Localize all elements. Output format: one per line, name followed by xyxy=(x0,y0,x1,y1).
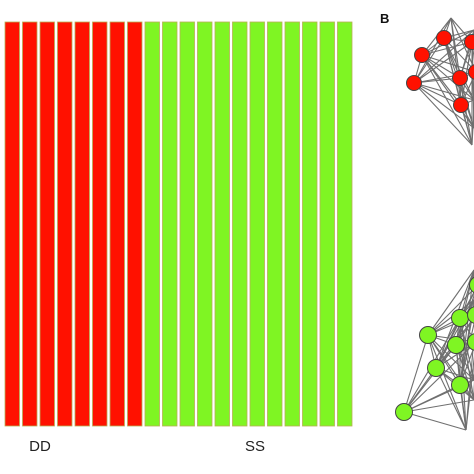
red-edge xyxy=(421,54,474,129)
red-edge xyxy=(413,17,452,84)
bar-dd-8 xyxy=(127,21,143,427)
red-edge xyxy=(413,41,473,84)
bar-dd-1 xyxy=(4,21,20,427)
green-node-1 xyxy=(469,276,474,294)
network-diagram xyxy=(395,17,474,431)
red-edge xyxy=(459,77,473,146)
bar-ss-18 xyxy=(302,21,318,427)
bar-dd-4 xyxy=(57,21,73,427)
red-node-1 xyxy=(414,47,430,63)
red-edge xyxy=(471,98,474,146)
bar-ss-12 xyxy=(197,21,213,427)
green-edge xyxy=(403,411,467,431)
bar-ss-17 xyxy=(284,21,300,427)
bar-ss-15 xyxy=(249,21,265,427)
green-edge xyxy=(427,334,467,431)
green-node-4 xyxy=(419,326,437,344)
bar-ss-16 xyxy=(267,21,283,427)
panel-b-label: B xyxy=(380,11,390,26)
green-node-2 xyxy=(451,309,469,327)
red-node-7 xyxy=(453,97,469,113)
green-edge xyxy=(465,354,474,431)
green-node-6 xyxy=(467,333,474,351)
bar-ss-14 xyxy=(232,21,248,427)
bar-ss-13 xyxy=(214,21,230,427)
red-node-2 xyxy=(436,30,452,46)
green-node-8 xyxy=(451,376,469,394)
green-node-7 xyxy=(427,359,445,377)
green-edge xyxy=(403,399,474,413)
green-edge xyxy=(403,367,437,413)
red-node-5 xyxy=(468,64,474,80)
green-edge xyxy=(427,299,474,336)
bar-ss-11 xyxy=(179,21,195,427)
red-node-4 xyxy=(452,70,468,86)
bar-dd-3 xyxy=(39,21,55,427)
red-node-6 xyxy=(406,75,422,91)
bar-dd-6 xyxy=(92,21,108,427)
red-node-3 xyxy=(464,34,474,50)
red-edge xyxy=(413,82,474,101)
green-edge xyxy=(427,334,474,381)
green-edge xyxy=(435,367,467,431)
green-edge xyxy=(403,334,429,413)
red-edge xyxy=(421,54,473,146)
green-node-9 xyxy=(395,403,413,421)
red-edge xyxy=(450,17,474,69)
bar-ss-19 xyxy=(319,21,335,427)
red-edge xyxy=(413,82,474,129)
green-node-5 xyxy=(447,336,465,354)
bar-ss-10 xyxy=(162,21,178,427)
bar-dd-7 xyxy=(109,21,125,427)
bar-chart xyxy=(4,21,353,427)
green-node-3 xyxy=(467,306,474,324)
green-edge xyxy=(427,288,474,336)
group-label-dd: DD xyxy=(29,438,51,455)
bar-ss-9 xyxy=(144,21,160,427)
red-edge xyxy=(413,82,462,106)
green-edge xyxy=(435,299,474,369)
red-edge xyxy=(450,17,462,106)
red-edge xyxy=(413,82,473,146)
group-label-ss: SS xyxy=(244,438,266,455)
bar-ss-20 xyxy=(337,21,353,427)
red-edge xyxy=(413,37,445,84)
red-edge xyxy=(413,29,474,84)
bar-dd-5 xyxy=(74,21,90,427)
green-edge xyxy=(459,317,474,401)
green-edge xyxy=(427,269,474,336)
bar-dd-2 xyxy=(22,21,38,427)
